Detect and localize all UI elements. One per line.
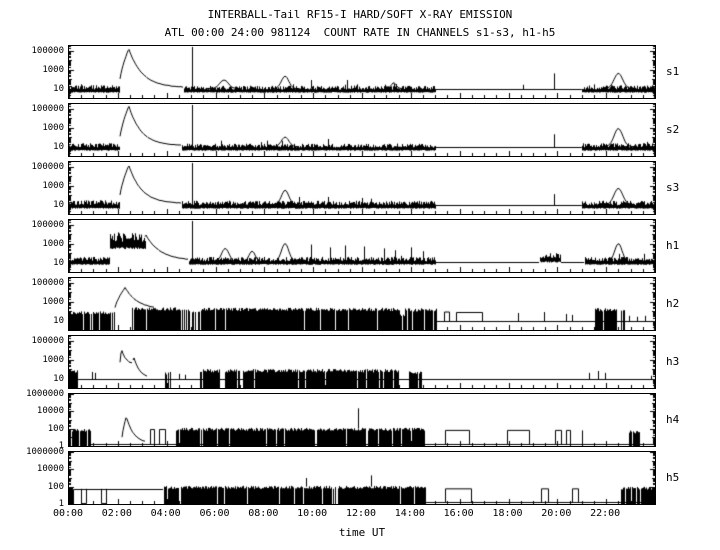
ytick-label: 10000 [36, 464, 64, 475]
xtick-label: 02:00 [101, 508, 132, 519]
panel-h4 [68, 393, 656, 447]
ytick-label: 100 [47, 481, 64, 492]
ytick-label: 100000 [31, 219, 64, 230]
xtick-label: 22:00 [590, 508, 621, 519]
channel-label-h4: h4 [666, 413, 680, 426]
ytick-label: 100000 [31, 335, 64, 346]
x-axis-title: time UT [338, 526, 386, 539]
ytick-label: 1000 [42, 296, 64, 307]
panel-h5 [68, 451, 656, 505]
ytick-label: 10 [53, 141, 64, 152]
trace-canvas-s3 [68, 161, 656, 215]
panel-h3 [68, 335, 656, 389]
panel-h2 [68, 277, 656, 331]
channel-label-s3: s3 [666, 181, 680, 194]
xtick-label: 00:00 [52, 508, 84, 519]
ytick-label: 10 [53, 373, 64, 384]
ytick-label: 100000 [31, 103, 64, 114]
panel-s1 [68, 45, 656, 99]
ytick-label: 10 [53, 257, 64, 268]
xtick-label: 16:00 [443, 508, 474, 519]
ytick-label: 10000 [36, 406, 64, 417]
panel-s3 [68, 161, 656, 215]
xtick-label: 12:00 [345, 508, 377, 519]
ytick-label: 10 [53, 315, 64, 326]
trace-canvas-h4 [68, 393, 656, 447]
ytick-label: 100000 [31, 277, 64, 288]
channel-label-s1: s1 [666, 65, 680, 78]
xtick-label: 20:00 [541, 508, 572, 519]
xtick-label: 10:00 [297, 508, 328, 519]
trace-canvas-h1 [68, 219, 656, 273]
trace-canvas-s1 [68, 45, 656, 99]
ytick-label: 10 [53, 83, 64, 94]
ytick-label: 1000000 [26, 389, 64, 399]
ytick-label: 1000000 [26, 447, 64, 457]
ytick-label: 1000 [42, 238, 64, 249]
ytick-label: 10 [53, 199, 64, 210]
xtick-label: 18:00 [492, 508, 523, 519]
xtick-label: 14:00 [394, 508, 425, 519]
ytick-label: 1000 [42, 180, 64, 191]
trace-canvas-h5 [68, 451, 656, 505]
ytick-label: 1 [58, 499, 64, 509]
ytick-label: 100000 [31, 45, 64, 56]
ytick-label: 1000 [42, 122, 64, 133]
xtick-label: 04:00 [150, 508, 181, 519]
ytick-label: 1000 [42, 354, 64, 365]
channel-label-h2: h2 [666, 297, 680, 310]
ytick-label: 100000 [31, 161, 64, 172]
channel-label-h5: h5 [666, 471, 680, 484]
panel-h1 [68, 219, 656, 273]
ytick-label: 100 [47, 423, 64, 434]
ytick-label: 1 [58, 441, 64, 451]
trace-canvas-h3 [68, 335, 656, 389]
channel-label-s2: s2 [666, 123, 680, 136]
panel-s2 [68, 103, 656, 157]
channel-label-h1: h1 [666, 239, 680, 252]
ytick-label: 1000 [42, 64, 64, 75]
trace-canvas-h2 [68, 277, 656, 331]
chart-title: INTERBALL-Tail RF15-I HARD/SOFT X-RAY EM… [207, 8, 513, 21]
channel-label-h3: h3 [666, 355, 680, 368]
xtick-label: 08:00 [248, 508, 279, 519]
chart-subtitle: ATL 00:00 24:00 981124 COUNT RATE IN CHA… [164, 26, 556, 39]
trace-canvas-s2 [68, 103, 656, 157]
xtick-label: 06:00 [199, 508, 230, 519]
